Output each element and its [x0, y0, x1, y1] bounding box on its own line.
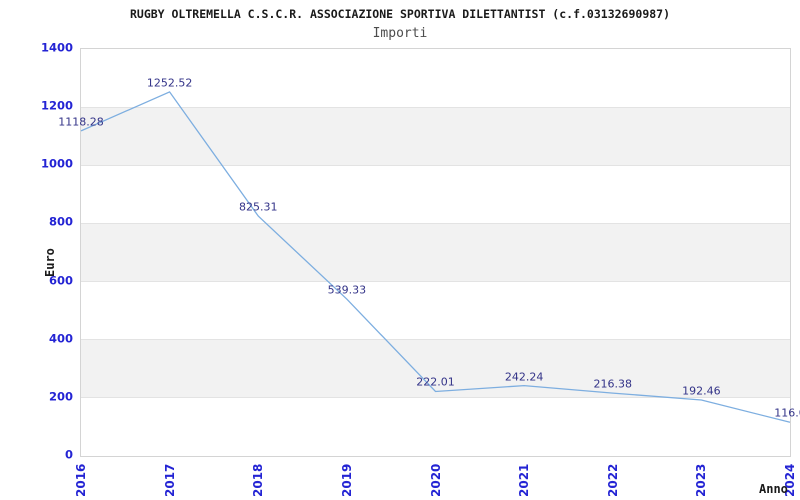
- x-tick-label: 2021: [517, 463, 532, 497]
- point-label: 216.38: [593, 377, 633, 391]
- gridline: [81, 397, 790, 399]
- gridline: [81, 339, 790, 341]
- point-label: 1118.28: [58, 115, 104, 129]
- x-tick-label: 2022: [605, 463, 620, 497]
- gridline: [81, 164, 790, 166]
- point-label: 1252.52: [146, 76, 193, 90]
- y-tick-label: 400: [48, 331, 73, 346]
- y-tick-label: 0: [64, 447, 73, 462]
- x-tick-label: 2020: [428, 463, 443, 497]
- x-axis: 2016 2017 2018 2019 2020 2021 2022 2023 2024: [74, 455, 797, 500]
- gridline: [81, 222, 790, 224]
- gridline: [81, 106, 790, 108]
- grid-band: [81, 223, 790, 282]
- y-axis-title: Euro: [43, 248, 57, 277]
- x-axis-title: Anno: [759, 482, 788, 496]
- x-tick-label: 2016: [74, 463, 88, 497]
- point-label: 192.46: [682, 384, 721, 398]
- point-label: 242.24: [504, 370, 544, 384]
- x-tick-label: 2017: [162, 463, 177, 497]
- series-plot: [80, 91, 791, 423]
- plot-area: 1118.28 1252.52 825.31 539.33 222.01 242.24 21…: [58, 48, 800, 457]
- gridline: [81, 281, 790, 283]
- y-axis: 0 200 400 600 800 1000 1200 1400: [0, 41, 73, 462]
- point-label: 539.33: [327, 283, 367, 297]
- x-tick-label: 2018: [251, 463, 266, 497]
- y-tick-label: 1000: [40, 157, 73, 172]
- grid-band: [81, 107, 790, 166]
- x-tick-label: 2019: [339, 463, 354, 497]
- point-label: 222.01: [416, 375, 455, 389]
- point-label: 825.31: [239, 200, 278, 214]
- chart-title: RUGBY OLTREMELLA C.S.C.R. ASSOCIAZIONE S…: [129, 7, 671, 21]
- point-label: 116.0: [774, 406, 800, 420]
- y-tick-label: 1200: [40, 98, 73, 113]
- series-line: [80, 91, 791, 423]
- y-tick-label: 600: [48, 273, 73, 288]
- grid-band: [81, 339, 790, 398]
- y-tick-label: 200: [48, 389, 73, 404]
- x-tick-label: 2023: [694, 463, 709, 497]
- chart-subtitle: Importi: [372, 26, 428, 41]
- y-tick-label: 800: [48, 215, 73, 230]
- y-tick-label: 1400: [40, 40, 73, 55]
